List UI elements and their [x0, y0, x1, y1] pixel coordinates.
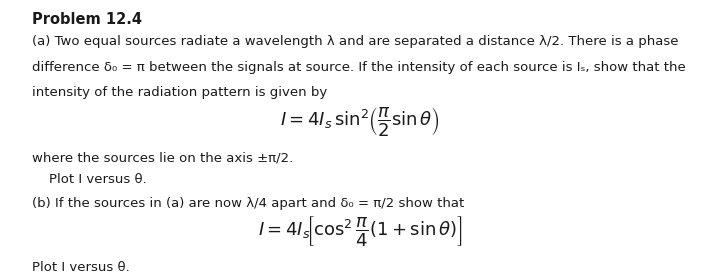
Text: $I = 4I_s\,\sin^2\!\left(\dfrac{\pi}{2}\sin\theta\right)$: $I = 4I_s\,\sin^2\!\left(\dfrac{\pi}{2}\… — [280, 105, 440, 138]
Text: difference δ₀ = π between the signals at source. If the intensity of each source: difference δ₀ = π between the signals at… — [32, 61, 686, 75]
Text: (b) If the sources in (a) are now λ/4 apart and δ₀ = π/2 show that: (b) If the sources in (a) are now λ/4 ap… — [32, 197, 464, 210]
Text: where the sources lie on the axis ±π/2.: where the sources lie on the axis ±π/2. — [32, 152, 294, 165]
Text: Plot I versus θ.: Plot I versus θ. — [32, 261, 130, 273]
Text: Plot I versus θ.: Plot I versus θ. — [32, 173, 147, 186]
Text: $I = 4I_s\!\left[\cos^2\dfrac{\pi}{4}(1+\sin\theta)\right]$: $I = 4I_s\!\left[\cos^2\dfrac{\pi}{4}(1+… — [258, 214, 462, 248]
Text: (a) Two equal sources radiate a wavelength λ and are separated a distance λ/2. T: (a) Two equal sources radiate a waveleng… — [32, 35, 679, 49]
Text: Problem 12.4: Problem 12.4 — [32, 12, 143, 27]
Text: intensity of the radiation pattern is given by: intensity of the radiation pattern is gi… — [32, 86, 328, 99]
